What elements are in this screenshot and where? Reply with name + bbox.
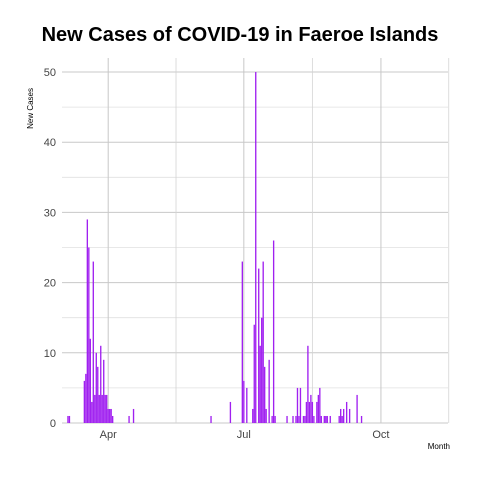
y-tick-label: 40 bbox=[44, 137, 56, 149]
bar bbox=[311, 401, 314, 423]
bar bbox=[295, 415, 297, 423]
bar bbox=[100, 345, 102, 423]
bar bbox=[97, 366, 99, 423]
y-tick-label: 20 bbox=[44, 278, 56, 290]
bar bbox=[341, 415, 343, 423]
bar bbox=[68, 415, 71, 423]
bar bbox=[109, 408, 111, 423]
bar bbox=[258, 268, 260, 423]
y-tick-label: 30 bbox=[44, 207, 56, 219]
bar bbox=[299, 387, 302, 423]
bar bbox=[67, 415, 69, 423]
bar bbox=[241, 261, 244, 423]
bar bbox=[343, 408, 345, 423]
bar bbox=[128, 415, 130, 423]
bar bbox=[92, 261, 94, 423]
bar bbox=[91, 401, 93, 423]
bar bbox=[95, 352, 97, 423]
bar bbox=[338, 415, 340, 423]
bar bbox=[210, 415, 212, 423]
bar bbox=[307, 345, 309, 423]
bar bbox=[253, 324, 255, 423]
bar bbox=[302, 415, 305, 423]
bar bbox=[110, 408, 112, 423]
bar bbox=[320, 415, 322, 423]
chart-title: New Cases of COVID-19 in Faeroe Islands bbox=[41, 24, 439, 46]
bar bbox=[348, 408, 351, 423]
bar bbox=[86, 219, 89, 423]
bar bbox=[310, 394, 312, 423]
bar bbox=[305, 401, 308, 423]
bar bbox=[88, 247, 90, 423]
x-tick-label: Jul bbox=[237, 429, 251, 441]
x-axis-label: Month bbox=[427, 442, 450, 451]
x-gridlines bbox=[107, 58, 450, 423]
y-gridlines bbox=[62, 71, 448, 424]
bar bbox=[103, 359, 105, 423]
bar bbox=[308, 401, 311, 423]
bar bbox=[101, 394, 103, 423]
bar bbox=[296, 387, 299, 423]
bar bbox=[83, 380, 86, 423]
bar bbox=[252, 408, 254, 423]
bar bbox=[98, 394, 100, 423]
bar bbox=[107, 408, 109, 423]
bar bbox=[304, 415, 306, 423]
bar bbox=[255, 72, 257, 424]
bar bbox=[272, 240, 275, 423]
bar bbox=[262, 261, 264, 423]
y-tick-label: 0 bbox=[50, 418, 56, 430]
bar bbox=[94, 394, 96, 423]
bar bbox=[286, 415, 288, 423]
bar bbox=[326, 415, 328, 423]
bar bbox=[89, 338, 91, 423]
bar bbox=[274, 415, 276, 423]
bar bbox=[319, 387, 321, 423]
bar bbox=[356, 394, 358, 423]
bar bbox=[292, 415, 294, 423]
bar bbox=[229, 401, 232, 423]
bar bbox=[271, 415, 273, 423]
x-tick-labels: Apr Jul Oct bbox=[100, 429, 390, 441]
bar bbox=[360, 415, 363, 423]
bar bbox=[325, 415, 327, 423]
bar bbox=[85, 373, 87, 423]
bar bbox=[265, 408, 267, 423]
bar bbox=[259, 345, 261, 423]
bars bbox=[67, 72, 363, 424]
x-tick-label: Oct bbox=[372, 429, 389, 441]
bar bbox=[313, 415, 315, 423]
bar bbox=[316, 401, 318, 423]
x-tick-label: Apr bbox=[100, 429, 117, 441]
bar bbox=[268, 359, 270, 423]
bar bbox=[264, 366, 266, 423]
bar bbox=[340, 408, 342, 423]
bar bbox=[298, 415, 300, 423]
bar bbox=[261, 317, 263, 423]
y-tick-label: 50 bbox=[44, 67, 56, 79]
bar bbox=[132, 408, 135, 423]
bar bbox=[323, 415, 325, 423]
bar bbox=[243, 380, 245, 423]
bar bbox=[329, 415, 331, 423]
bar bbox=[246, 387, 248, 423]
bar bbox=[345, 401, 348, 423]
bar bbox=[106, 394, 108, 423]
bar bbox=[104, 394, 106, 423]
y-tick-labels: 0 10 20 30 40 50 bbox=[44, 67, 56, 430]
bar bbox=[112, 415, 114, 423]
bar bbox=[317, 394, 320, 423]
y-tick-label: 10 bbox=[44, 348, 56, 360]
